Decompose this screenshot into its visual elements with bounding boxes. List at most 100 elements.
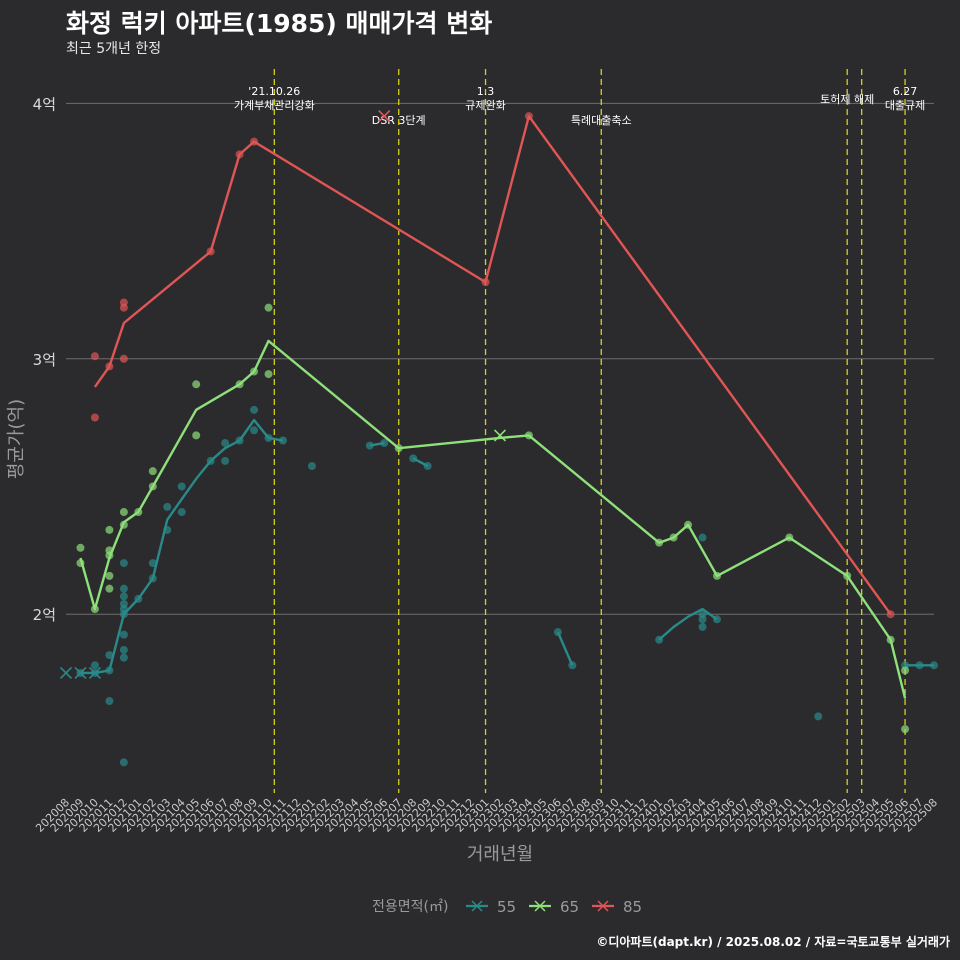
event-label: '21.10.26 가계부채관리강화 xyxy=(234,85,315,112)
data-point-85 xyxy=(886,610,895,619)
data-point-55 xyxy=(119,630,128,639)
data-point-65 xyxy=(105,584,114,593)
cross-marker-55 xyxy=(88,666,101,680)
data-point-65 xyxy=(250,367,259,376)
data-point-55 xyxy=(409,454,418,463)
data-point-55 xyxy=(105,651,114,660)
data-point-55 xyxy=(423,462,432,471)
legend-layer: 전용면적(㎡) 55 65 85 xyxy=(372,898,642,916)
data-point-85 xyxy=(206,247,215,256)
data-point-85 xyxy=(119,354,128,363)
data-point-55 xyxy=(221,439,230,448)
data-point-65 xyxy=(901,725,910,734)
legend-key-cross xyxy=(471,900,483,912)
data-point-55 xyxy=(163,502,172,511)
data-point-55 xyxy=(90,661,99,670)
data-point-55 xyxy=(930,661,938,670)
data-point-55 xyxy=(221,456,230,465)
data-point-55 xyxy=(698,615,707,624)
data-point-85 xyxy=(481,278,490,287)
data-point-55 xyxy=(814,712,823,721)
data-point-65 xyxy=(148,467,157,476)
legend-title: 전용면적(㎡) xyxy=(372,899,448,915)
data-point-65 xyxy=(134,508,143,517)
data-point-65 xyxy=(901,666,910,675)
data-point-55 xyxy=(307,462,316,471)
data-point-55 xyxy=(119,653,128,662)
data-point-65 xyxy=(105,525,114,534)
chart-subtitle: 최근 5개년 한정 xyxy=(66,41,162,57)
data-point-55 xyxy=(119,559,128,568)
data-point-65 xyxy=(264,370,273,379)
event-label: 토허제 해제 xyxy=(820,92,874,106)
grid-layer xyxy=(66,102,934,615)
legend-label: 85 xyxy=(623,898,642,916)
cross-marker-85 xyxy=(378,110,391,123)
data-point-65 xyxy=(76,543,85,552)
data-point-65 xyxy=(394,444,403,453)
legend-key-cross xyxy=(597,900,609,912)
cross-marker-55 xyxy=(59,666,73,680)
legend-label: 65 xyxy=(560,898,579,916)
data-point-55 xyxy=(250,405,259,414)
legend-key-cross xyxy=(534,900,546,912)
legend-label: 55 xyxy=(497,898,516,916)
data-point-55 xyxy=(698,622,707,631)
data-point-65 xyxy=(684,520,693,529)
data-point-85 xyxy=(524,112,533,121)
data-point-55 xyxy=(134,594,143,603)
data-point-55 xyxy=(915,661,924,670)
data-point-55 xyxy=(264,433,273,442)
data-point-55 xyxy=(206,456,215,465)
data-point-65 xyxy=(90,605,99,614)
source-caption: ©디아파트(dapt.kr) / 2025.08.02 / 자료=국토교통부 실… xyxy=(596,935,950,949)
series-layer xyxy=(59,110,938,767)
data-point-55 xyxy=(105,666,114,675)
axis-layer: 2억3억4억2020082020092020102020112020122021… xyxy=(6,95,940,865)
data-point-55 xyxy=(177,482,186,491)
data-point-55 xyxy=(380,439,389,448)
series-line-55 xyxy=(80,418,284,675)
data-point-55 xyxy=(163,525,172,534)
series-line-55 xyxy=(658,607,718,641)
data-point-55 xyxy=(235,436,244,445)
data-point-85 xyxy=(105,362,114,371)
data-point-85 xyxy=(90,352,99,361)
data-point-55 xyxy=(250,426,259,435)
data-point-65 xyxy=(524,431,533,440)
data-point-65 xyxy=(76,559,85,568)
chart-title: 화정 럭키 아파트(1985) 매매가격 변화 xyxy=(66,9,493,38)
series-line-65 xyxy=(79,339,907,699)
event-label: 6.27 대출규제 xyxy=(885,85,925,112)
cross-marker-55 xyxy=(74,666,87,680)
series-line-85 xyxy=(93,114,892,615)
data-point-65 xyxy=(264,303,273,312)
y-axis-title: 평균가(억) xyxy=(6,399,27,479)
data-point-65 xyxy=(655,538,664,547)
data-point-65 xyxy=(105,551,114,560)
data-point-65 xyxy=(713,571,721,580)
data-point-65 xyxy=(148,482,157,491)
data-point-85 xyxy=(235,150,244,159)
data-point-55 xyxy=(568,661,577,670)
data-point-55 xyxy=(655,635,664,644)
event-label: 1.3 규제완화 xyxy=(465,85,505,112)
data-point-65 xyxy=(785,533,794,542)
data-point-55 xyxy=(553,628,562,637)
data-point-65 xyxy=(192,380,201,389)
event-label: 특례대출축소 xyxy=(571,114,632,127)
data-point-65 xyxy=(669,533,678,542)
data-point-55 xyxy=(713,615,721,624)
y-tick-label: 2억 xyxy=(33,606,56,624)
x-axis-title: 거래년월 xyxy=(467,844,533,865)
data-point-55 xyxy=(119,592,128,601)
data-point-65 xyxy=(192,431,201,440)
data-point-65 xyxy=(235,380,244,389)
data-point-85 xyxy=(250,137,259,146)
cross-marker-65 xyxy=(493,429,507,442)
y-tick-label: 3억 xyxy=(33,351,56,369)
data-point-65 xyxy=(886,635,895,644)
data-point-55 xyxy=(105,697,114,706)
data-point-65 xyxy=(105,571,114,580)
